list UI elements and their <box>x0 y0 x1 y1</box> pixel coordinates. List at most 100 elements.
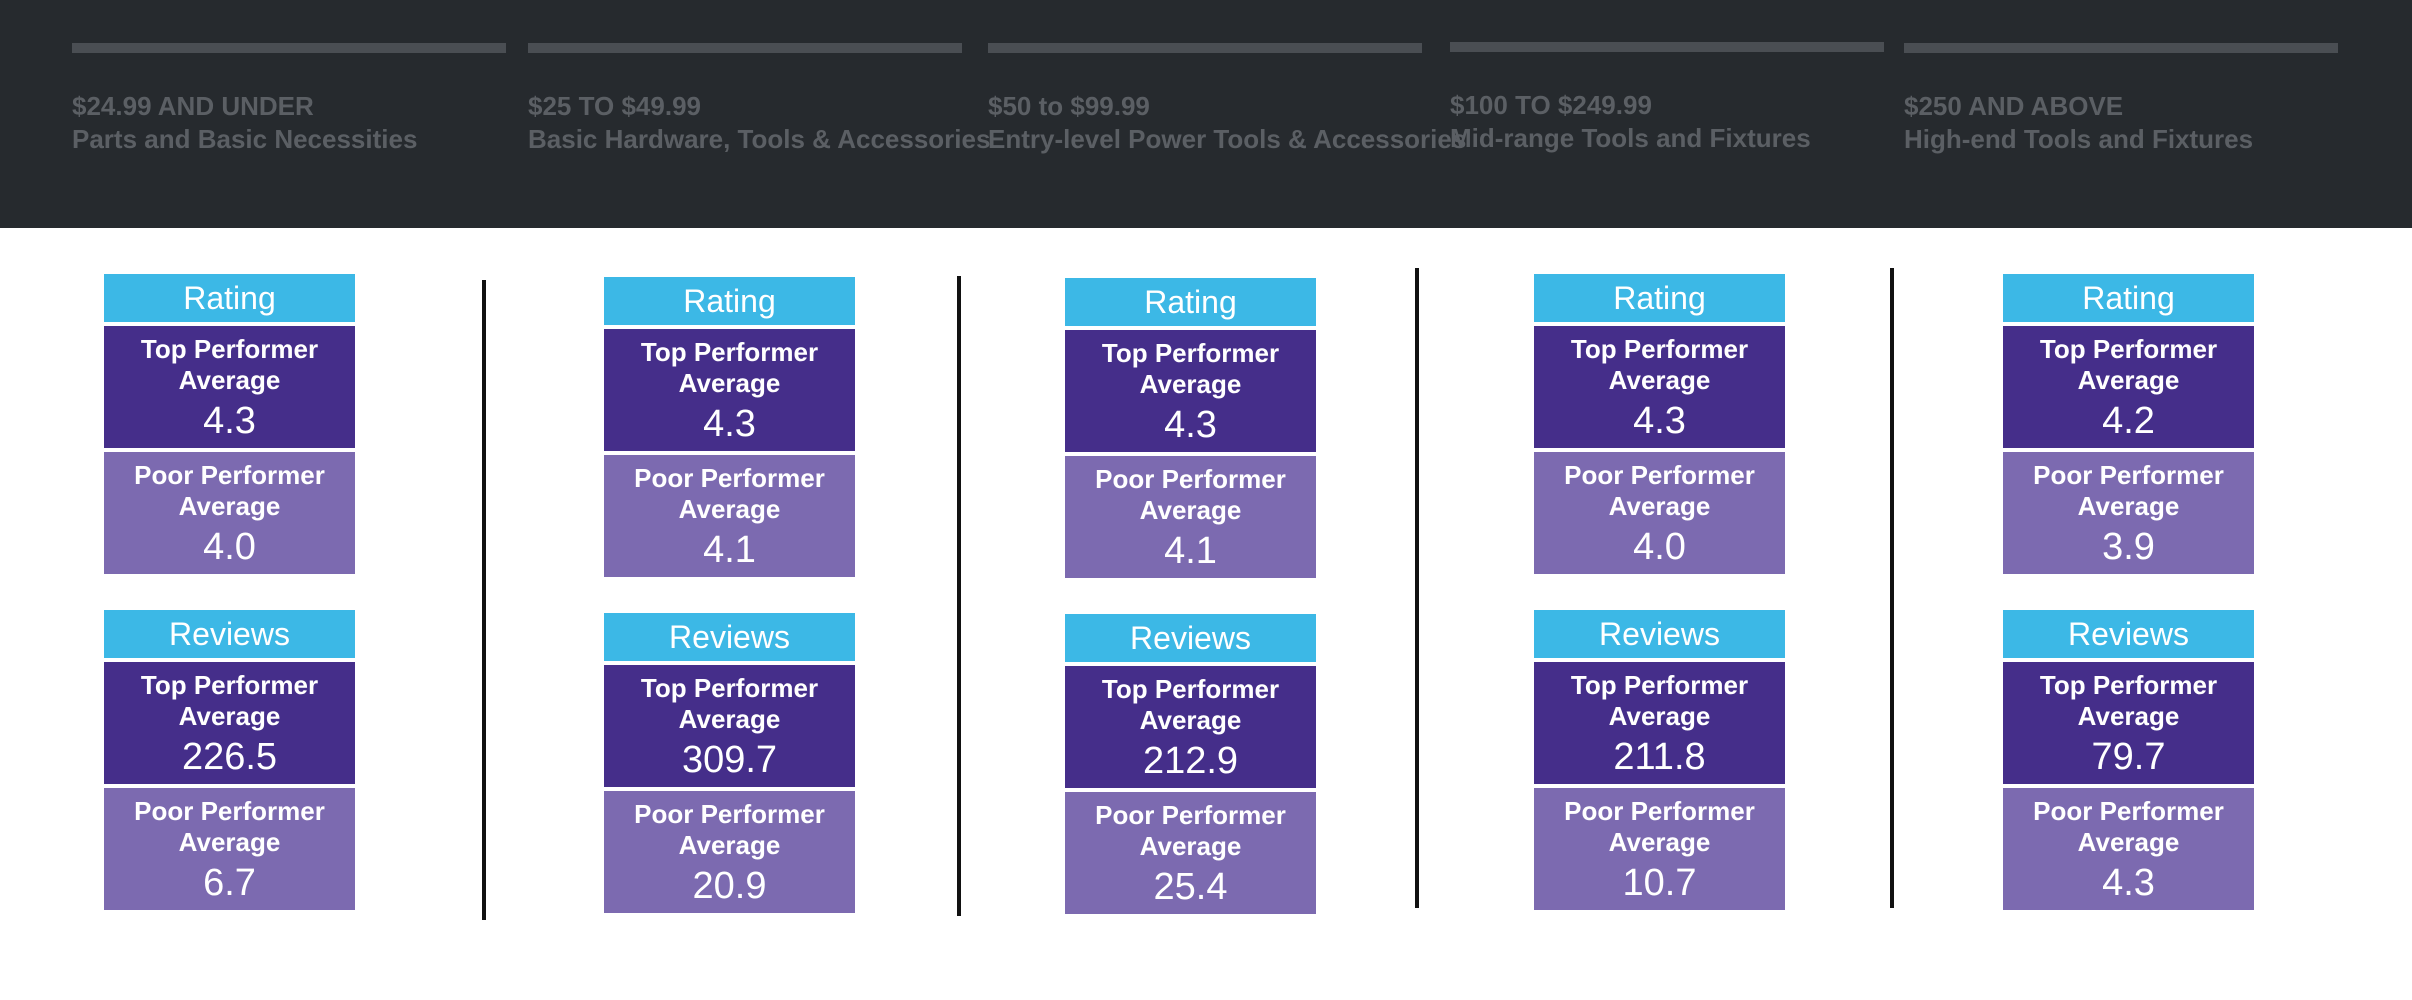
rating-poor-cell: Poor Performer Average 3.9 <box>2003 452 2254 574</box>
rating-poor-cell: Poor Performer Average 4.0 <box>1534 452 1785 574</box>
tier-header-1: $24.99 AND UNDER Parts and Basic Necessi… <box>72 43 506 156</box>
tier-label: Entry-level Power Tools & Accessories <box>988 124 1467 154</box>
tier-price: $100 TO $249.99 <box>1450 90 1652 120</box>
reviews-poor-value: 25.4 <box>1153 866 1228 908</box>
rating-title: Rating <box>104 274 355 322</box>
rating-title: Rating <box>1534 274 1785 322</box>
tier-column-5: Rating Top Performer Average 4.2 Poor Per… <box>2003 274 2254 910</box>
poor-performer-label: Poor Performer Average <box>134 796 325 857</box>
top-performer-label: Top Performer Average <box>2039 670 2218 731</box>
rating-section: Rating Top Performer Average 4.2 Poor Per… <box>2003 274 2254 574</box>
rating-poor-cell: Poor Performer Average 4.0 <box>104 452 355 574</box>
reviews-top-cell: Top Performer Average 226.5 <box>104 662 355 784</box>
reviews-title: Reviews <box>1065 614 1316 662</box>
poor-performer-label: Poor Performer Average <box>1095 800 1286 861</box>
top-performer-label: Top Performer Average <box>1101 338 1280 399</box>
tier-label: High-end Tools and Fixtures <box>1904 124 2254 154</box>
reviews-poor-value: 4.3 <box>2102 862 2155 904</box>
reviews-poor-value: 20.9 <box>692 865 767 907</box>
reviews-section: Reviews Top Performer Average 211.8 Poor … <box>1534 610 1785 910</box>
reviews-section: Reviews Top Performer Average 79.7 Poor P… <box>2003 610 2254 910</box>
tier-price: $250 AND ABOVE <box>1904 91 2124 121</box>
rating-top-value: 4.2 <box>2102 400 2155 442</box>
rating-top-cell: Top Performer Average 4.2 <box>2003 326 2254 448</box>
tier-column-3: Rating Top Performer Average 4.3 Poor Per… <box>1065 278 1316 914</box>
column-divider <box>1890 268 1894 908</box>
top-performer-label: Top Performer Average <box>640 337 819 398</box>
tier-price: $24.99 AND UNDER <box>72 91 314 121</box>
reviews-top-cell: Top Performer Average 211.8 <box>1534 662 1785 784</box>
poor-performer-label: Poor Performer Average <box>1095 464 1286 525</box>
rating-poor-value: 4.0 <box>203 526 256 568</box>
reviews-section: Reviews Top Performer Average 226.5 Poor … <box>104 610 355 910</box>
tier-column-2: Rating Top Performer Average 4.3 Poor Per… <box>604 277 855 913</box>
rating-poor-value: 4.1 <box>703 529 756 571</box>
reviews-poor-cell: Poor Performer Average 25.4 <box>1065 792 1316 914</box>
tier-label: Basic Hardware, Tools & Accessories <box>528 124 991 154</box>
rating-poor-value: 4.0 <box>1633 526 1686 568</box>
rating-section: Rating Top Performer Average 4.3 Poor Per… <box>104 274 355 574</box>
tier-bar <box>72 43 506 53</box>
top-performer-label: Top Performer Average <box>2039 334 2218 395</box>
poor-performer-label: Poor Performer Average <box>2033 460 2224 521</box>
column-divider <box>957 276 961 916</box>
tier-bar <box>1904 43 2338 53</box>
reviews-top-value: 226.5 <box>181 736 278 778</box>
top-performer-label: Top Performer Average <box>140 334 319 395</box>
rating-top-value: 4.3 <box>703 403 756 445</box>
rating-title: Rating <box>2003 274 2254 322</box>
reviews-top-value: 212.9 <box>1142 740 1239 782</box>
poor-performer-label: Poor Performer Average <box>634 799 825 860</box>
rating-top-cell: Top Performer Average 4.3 <box>1065 330 1316 452</box>
poor-performer-label: Poor Performer Average <box>634 463 825 524</box>
tier-header-5: $250 AND ABOVE High-end Tools and Fixtur… <box>1904 43 2338 156</box>
reviews-top-cell: Top Performer Average 212.9 <box>1065 666 1316 788</box>
tier-bar <box>988 43 1422 53</box>
reviews-section: Reviews Top Performer Average 309.7 Poor … <box>604 613 855 913</box>
header-band: $24.99 AND UNDER Parts and Basic Necessi… <box>0 0 2412 228</box>
rating-title: Rating <box>604 277 855 325</box>
rating-section: Rating Top Performer Average 4.3 Poor Per… <box>604 277 855 577</box>
rating-top-cell: Top Performer Average 4.3 <box>604 329 855 451</box>
poor-performer-label: Poor Performer Average <box>1564 460 1755 521</box>
top-performer-label: Top Performer Average <box>140 670 319 731</box>
poor-performer-label: Poor Performer Average <box>1564 796 1755 857</box>
tier-column-1: Rating Top Performer Average 4.3 Poor Per… <box>104 274 355 910</box>
rating-section: Rating Top Performer Average 4.3 Poor Per… <box>1065 278 1316 578</box>
tier-column-4: Rating Top Performer Average 4.3 Poor Per… <box>1534 274 1785 910</box>
rating-poor-cell: Poor Performer Average 4.1 <box>604 455 855 577</box>
tier-label: Parts and Basic Necessities <box>72 124 418 154</box>
rating-top-value: 4.3 <box>203 400 256 442</box>
top-performer-label: Top Performer Average <box>640 673 819 734</box>
rating-top-cell: Top Performer Average 4.3 <box>1534 326 1785 448</box>
reviews-poor-cell: Poor Performer Average 10.7 <box>1534 788 1785 910</box>
tier-header-2: $25 TO $49.99 Basic Hardware, Tools & Ac… <box>528 43 991 156</box>
poor-performer-label: Poor Performer Average <box>2033 796 2224 857</box>
reviews-top-cell: Top Performer Average 79.7 <box>2003 662 2254 784</box>
rating-top-value: 4.3 <box>1164 404 1217 446</box>
reviews-top-value: 211.8 <box>1613 736 1706 778</box>
reviews-top-cell: Top Performer Average 309.7 <box>604 665 855 787</box>
reviews-top-value: 309.7 <box>681 739 778 781</box>
reviews-poor-cell: Poor Performer Average 4.3 <box>2003 788 2254 910</box>
reviews-poor-value: 6.7 <box>203 862 256 904</box>
reviews-title: Reviews <box>1534 610 1785 658</box>
reviews-title: Reviews <box>604 613 855 661</box>
tier-bar <box>528 43 962 53</box>
rating-top-cell: Top Performer Average 4.3 <box>104 326 355 448</box>
column-divider <box>1415 268 1419 908</box>
rating-poor-value: 4.1 <box>1164 530 1217 572</box>
poor-performer-label: Poor Performer Average <box>134 460 325 521</box>
reviews-poor-value: 10.7 <box>1622 862 1697 904</box>
tier-header-3: $50 to $99.99 Entry-level Power Tools & … <box>988 43 1467 156</box>
top-performer-label: Top Performer Average <box>1570 670 1749 731</box>
reviews-top-value: 79.7 <box>2091 736 2166 778</box>
reviews-section: Reviews Top Performer Average 212.9 Poor … <box>1065 614 1316 914</box>
top-performer-label: Top Performer Average <box>1570 334 1749 395</box>
rating-top-value: 4.3 <box>1633 400 1686 442</box>
rating-title: Rating <box>1065 278 1316 326</box>
tier-label: Mid-range Tools and Fixtures <box>1450 123 1811 153</box>
tier-price: $25 TO $49.99 <box>528 91 701 121</box>
reviews-title: Reviews <box>104 610 355 658</box>
tier-bar <box>1450 42 1884 52</box>
